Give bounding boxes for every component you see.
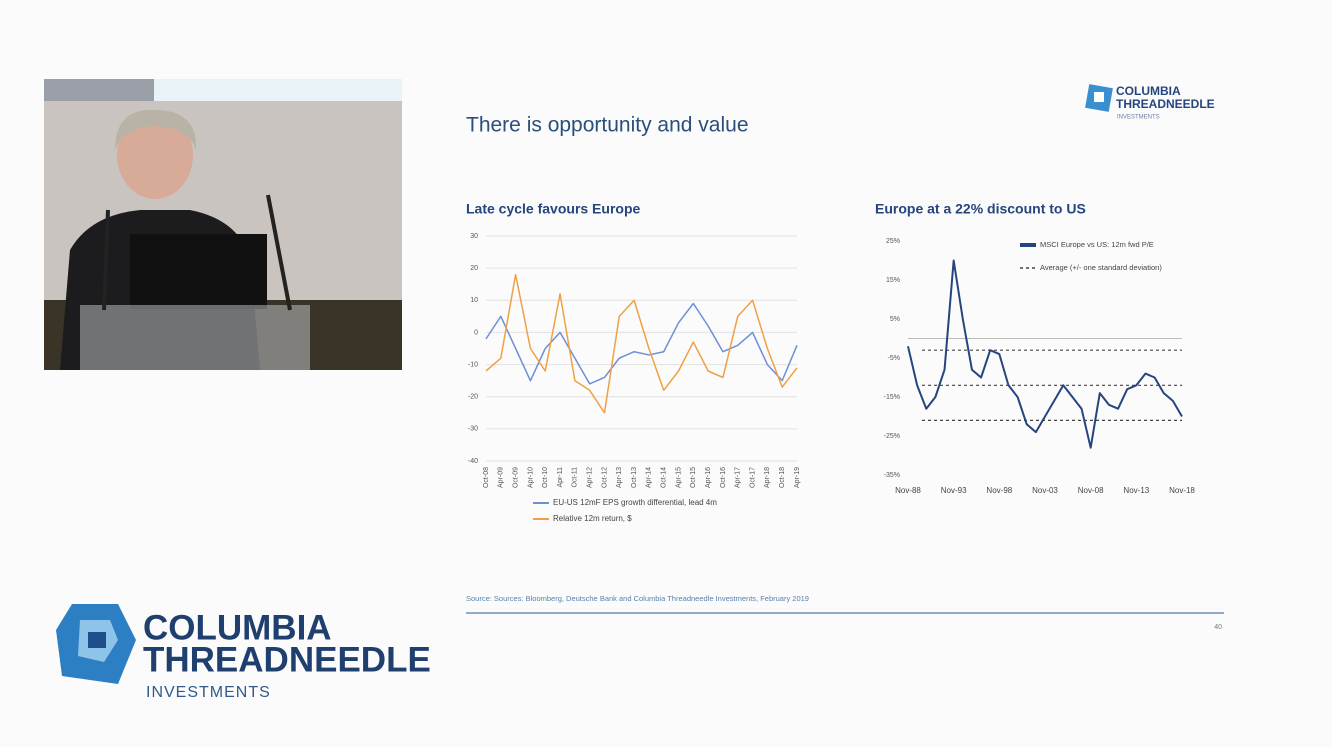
y-tick-label: -30 (468, 426, 478, 433)
x-tick-label: Oct-15 (690, 467, 697, 488)
video-feed (44, 79, 402, 370)
page-number: 40 (1214, 624, 1222, 631)
x-tick-label: Oct-18 (779, 467, 786, 488)
x-tick-label: Nov-88 (895, 486, 921, 495)
series-line (485, 273, 798, 414)
x-tick-label: Oct-10 (542, 467, 549, 488)
x-tick-label: Apr-14 (646, 467, 653, 488)
x-tick-label: Nov-98 (986, 486, 1012, 495)
x-tick-label: Oct-08 (483, 467, 490, 488)
logo-text: THREADNEEDLE (1116, 97, 1215, 111)
logo-text: COLUMBIA (1116, 84, 1181, 98)
x-tick-label: Nov-18 (1169, 486, 1195, 495)
x-tick-label: Oct-14 (661, 467, 668, 488)
y-tick-label: 0 (474, 329, 478, 336)
x-tick-label: Apr-09 (498, 467, 505, 488)
chart-title: Europe at a 22% discount to US (875, 201, 1086, 217)
x-tick-label: Nov-13 (1123, 486, 1149, 495)
x-tick-label: Apr-18 (764, 467, 771, 488)
x-tick-label: Apr-12 (587, 467, 594, 488)
x-tick-label: Apr-16 (705, 467, 712, 488)
x-tick-label: Apr-17 (735, 467, 742, 488)
legend-label: Relative 12m return, $ (553, 514, 632, 523)
x-tick-label: Oct-13 (631, 467, 638, 488)
overlay-logo: COLUMBIA THREADNEEDLE INVESTMENTS (56, 604, 431, 701)
y-tick-label: -25% (884, 433, 900, 440)
slide-logo: COLUMBIA THREADNEEDLE INVESTMENTS (1085, 84, 1215, 121)
y-tick-label: 10 (470, 297, 478, 304)
chart-title: Late cycle favours Europe (466, 201, 641, 217)
y-tick-label: -35% (884, 472, 900, 479)
slide-title: There is opportunity and value (466, 114, 749, 137)
y-tick-label: -10 (468, 361, 478, 368)
x-tick-label: Apr-19 (794, 467, 801, 488)
series-line (907, 259, 1183, 449)
y-tick-label: -5% (888, 355, 900, 362)
x-tick-label: Oct-16 (720, 467, 727, 488)
x-tick-label: Apr-15 (675, 467, 682, 488)
x-tick-label: Oct-12 (601, 467, 608, 488)
legend-label: Average (+/- one standard deviation) (1040, 263, 1162, 272)
x-tick-label: Nov-93 (941, 486, 967, 495)
y-tick-label: 25% (886, 238, 900, 245)
logo-text: INVESTMENTS (1117, 115, 1160, 121)
y-tick-label: 20 (470, 265, 478, 272)
y-tick-label: 5% (890, 316, 900, 323)
x-tick-label: Oct-17 (749, 467, 756, 488)
legend-label: MSCI Europe vs US: 12m fwd P/E (1040, 240, 1154, 249)
y-tick-label: -40 (468, 458, 478, 465)
x-tick-label: Apr-10 (527, 467, 534, 488)
series-line (485, 302, 798, 385)
y-tick-label: 30 (470, 233, 478, 240)
y-tick-label: -15% (884, 394, 900, 401)
logo-text: INVESTMENTS (146, 684, 271, 701)
x-tick-label: Nov-03 (1032, 486, 1058, 495)
x-tick-label: Oct-09 (512, 467, 519, 488)
x-tick-label: Nov-08 (1078, 486, 1104, 495)
logo-text: COLUMBIA (143, 608, 332, 647)
source: Source: Sources: Bloomberg, Deutsche Ban… (466, 594, 809, 603)
x-tick-label: Oct-11 (572, 467, 579, 488)
legend-label: EU-US 12mF EPS growth differential, lead… (553, 498, 717, 507)
y-tick-label: 15% (886, 277, 900, 284)
x-tick-label: Apr-11 (557, 467, 564, 488)
logo-text: THREADNEEDLE (143, 640, 431, 679)
y-tick-label: -20 (468, 394, 478, 401)
x-tick-label: Apr-13 (616, 467, 623, 488)
